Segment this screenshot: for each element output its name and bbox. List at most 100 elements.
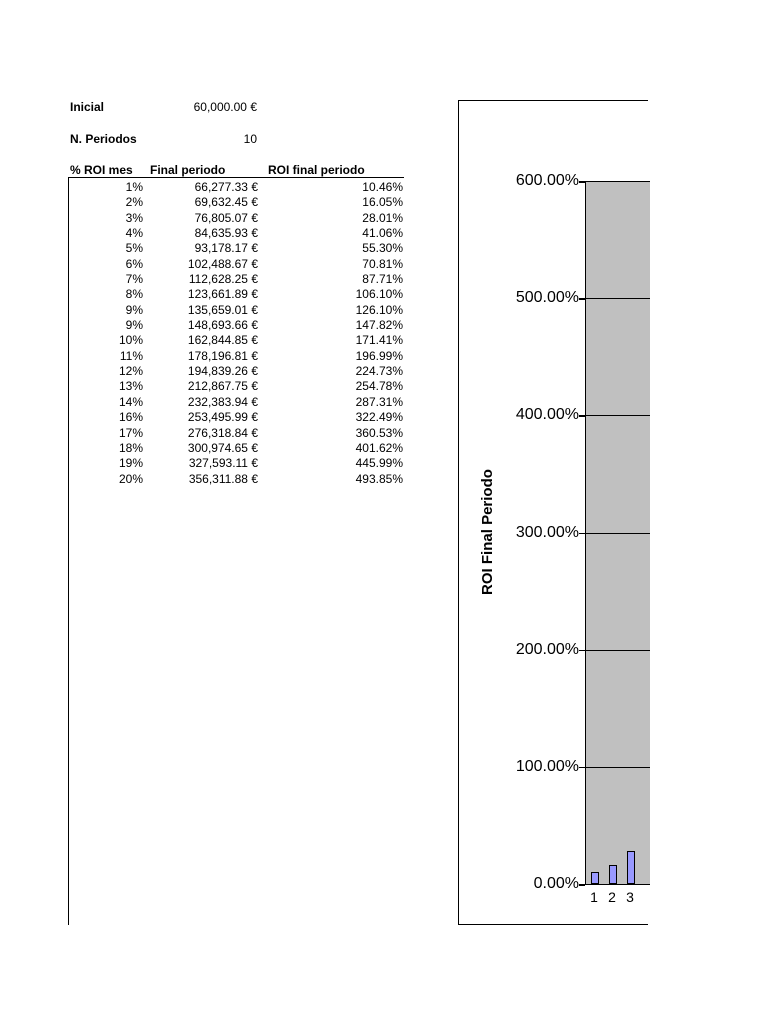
roi-mes-cell: 9% <box>125 302 143 317</box>
roi-final-cell: 360.53% <box>355 425 403 440</box>
y-tick-label: 300.00% <box>515 523 579 541</box>
table-row: 20% 356,311.88 € 493.85% <box>0 472 420 487</box>
y-tick-mark <box>579 649 585 652</box>
y-tick-mark <box>579 884 585 886</box>
table-row: 16% 253,495.99 € 322.49% <box>0 410 420 425</box>
roi-chart: ROI Final Periodo 600.00% 500.00% 400.00% 3… <box>458 100 650 925</box>
table-row: 19% 327,593.11 € 445.99% <box>0 456 420 471</box>
table-row: 1% 66,277.33 € 10.46% <box>0 180 420 195</box>
table-row: 7% 112,628.25 € 87.71% <box>0 272 420 287</box>
final-periodo-cell: 232,383.94 € <box>187 394 258 409</box>
n-periodos-value: 10 <box>243 132 257 146</box>
gridline <box>586 415 650 417</box>
x-tick-label: 1 <box>590 889 598 905</box>
roi-mes-cell: 11% <box>119 348 143 363</box>
bar-category-1 <box>591 871 599 884</box>
col-header-final-periodo: Final periodo <box>150 163 226 177</box>
roi-table-body: 1% 66,277.33 €10.46% 2% 69,632.45 €16.05% 3%… <box>0 180 420 487</box>
roi-final-cell: 55.30% <box>362 241 403 256</box>
y-tick-mark <box>579 532 585 535</box>
roi-mes-cell: 9% <box>125 318 143 333</box>
roi-mes-cell: 5% <box>125 241 143 256</box>
y-tick-mark <box>579 766 585 769</box>
table-row: 8% 123,661.89 € 106.10% <box>0 287 420 302</box>
y-tick-mark <box>579 415 585 417</box>
final-periodo-cell: 276,318.84 € <box>187 425 258 440</box>
final-periodo-cell: 123,661.89 € <box>187 287 258 302</box>
final-periodo-cell: 84,635.93 € <box>194 226 258 241</box>
gridline <box>586 181 650 182</box>
table-row: 11% 178,196.81 € 196.99% <box>0 349 420 364</box>
roi-mes-cell: 17% <box>118 425 143 440</box>
roi-mes-cell: 6% <box>125 256 143 271</box>
inicial-value: 60,000.00 € <box>193 100 257 114</box>
table-row: 9% 135,659.01 € 126.10% <box>0 303 420 318</box>
roi-mes-cell: 12% <box>118 364 143 379</box>
roi-final-cell: 10.46% <box>362 180 403 194</box>
roi-mes-cell: 19% <box>118 456 143 471</box>
roi-mes-cell: 1% <box>125 180 143 194</box>
table-row: 13% 212,867.75 € 254.78% <box>0 379 420 394</box>
gridline <box>586 532 650 534</box>
roi-final-cell: 16.05% <box>362 195 403 210</box>
final-periodo-cell: 162,844.85 € <box>187 333 258 348</box>
y-tick-label: 0.00% <box>533 875 579 892</box>
final-periodo-cell: 356,311.88 € <box>188 471 258 486</box>
table-row: 3% 76,805.07 € 28.01% <box>0 211 420 226</box>
table-row: 2% 69,632.45 € 16.05% <box>0 195 420 210</box>
table-row: 18% 300,974.65 € 401.62% <box>0 441 420 456</box>
col-header-roi-final-periodo: ROI final periodo <box>268 163 365 177</box>
roi-final-cell: 224.73% <box>355 364 403 379</box>
roi-final-cell: 70.81% <box>362 256 403 271</box>
table-row: 12% 194,839.26 € 224.73% <box>0 364 420 379</box>
y-tick-mark <box>579 181 585 183</box>
final-periodo-cell: 253,495.99 € <box>187 410 258 425</box>
roi-final-cell: 445.99% <box>355 456 403 471</box>
final-periodo-cell: 327,593.11 € <box>188 456 258 471</box>
roi-mes-cell: 7% <box>125 272 143 287</box>
final-periodo-cell: 112,628.25 € <box>188 272 258 287</box>
y-tick-label: 200.00% <box>515 640 579 658</box>
roi-final-cell: 254.78% <box>355 379 403 394</box>
x-tick-label: 2 <box>608 889 616 905</box>
inicial-label: Inicial <box>70 100 105 114</box>
roi-final-cell: 196.99% <box>355 348 403 363</box>
bar-category-2 <box>609 865 617 884</box>
final-periodo-cell: 66,277.33 € <box>194 180 258 194</box>
final-periodo-cell: 69,632.45 € <box>194 195 258 210</box>
final-periodo-cell: 76,805.07 € <box>194 210 258 225</box>
roi-final-cell: 126.10% <box>355 302 403 317</box>
table-left-border <box>68 177 69 925</box>
final-periodo-cell: 178,196.81 € <box>187 348 258 363</box>
roi-final-cell: 87.71% <box>362 272 403 287</box>
y-tick-label: 100.00% <box>515 757 579 775</box>
roi-mes-cell: 8% <box>125 287 143 302</box>
y-tick-label: 400.00% <box>515 406 579 424</box>
y-tick-label: 600.00% <box>515 172 579 189</box>
roi-mes-cell: 13% <box>118 379 143 394</box>
roi-mes-cell: 3% <box>125 210 143 225</box>
roi-final-cell: 28.01% <box>362 210 403 225</box>
roi-final-cell: 287.31% <box>355 394 403 409</box>
final-periodo-cell: 194,839.26 € <box>187 364 258 379</box>
roi-mes-cell: 14% <box>118 394 143 409</box>
roi-final-cell: 322.49% <box>355 410 403 425</box>
roi-mes-cell: 2% <box>125 195 143 210</box>
roi-mes-cell: 16% <box>118 410 143 425</box>
bar-category-3 <box>627 851 635 884</box>
roi-final-cell: 147.82% <box>355 318 403 333</box>
final-periodo-cell: 300,974.65 € <box>187 440 258 455</box>
final-periodo-cell: 148,693.66 € <box>187 318 258 333</box>
table-row: 17% 276,318.84 € 360.53% <box>0 426 420 441</box>
gridline <box>586 766 650 768</box>
table-row: 10% 162,844.85 € 171.41% <box>0 333 420 348</box>
roi-final-cell: 401.62% <box>355 440 403 455</box>
table-row: 5% 93,178.17 € 55.30% <box>0 241 420 256</box>
roi-final-cell: 171.41% <box>355 333 403 348</box>
roi-mes-cell: 4% <box>125 226 143 241</box>
roi-final-cell: 106.10% <box>355 287 403 302</box>
final-periodo-cell: 135,659.01 € <box>187 302 258 317</box>
table-row: 4% 84,635.93 € 41.06% <box>0 226 420 241</box>
roi-mes-cell: 20% <box>118 471 143 486</box>
